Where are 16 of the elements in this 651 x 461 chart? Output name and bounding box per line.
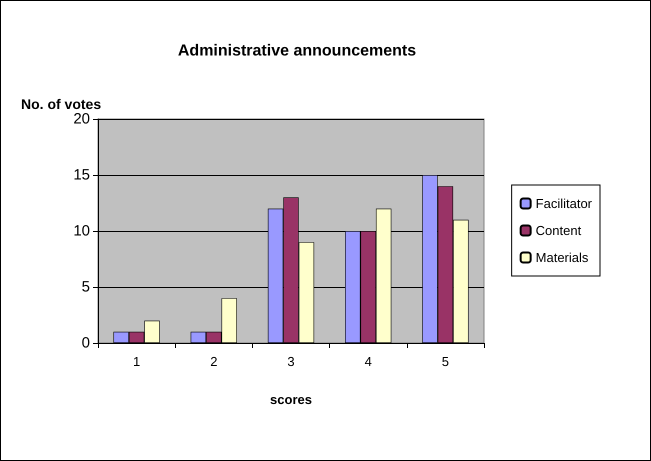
y-tick-label: 10 [73, 222, 90, 240]
x-tick-label: 3 [287, 354, 295, 369]
x-tick-label: 5 [442, 354, 450, 369]
legend-label: Materials [536, 250, 589, 265]
chart-title: Administrative announcements [178, 42, 416, 60]
x-tick-label: 1 [132, 354, 140, 369]
y-tick-label: 20 [73, 110, 90, 128]
x-tick-label: 4 [364, 354, 372, 369]
y-axis-title: No. of votes [21, 96, 102, 112]
legend-label: Content [536, 223, 582, 238]
y-tick-label: 0 [82, 334, 90, 352]
legend-label: Facilitator [536, 196, 593, 211]
y-tick-label: 5 [82, 278, 90, 296]
x-tick-label: 2 [210, 354, 218, 369]
y-tick-label: 15 [73, 166, 90, 184]
x-axis-title: scores [270, 392, 312, 407]
